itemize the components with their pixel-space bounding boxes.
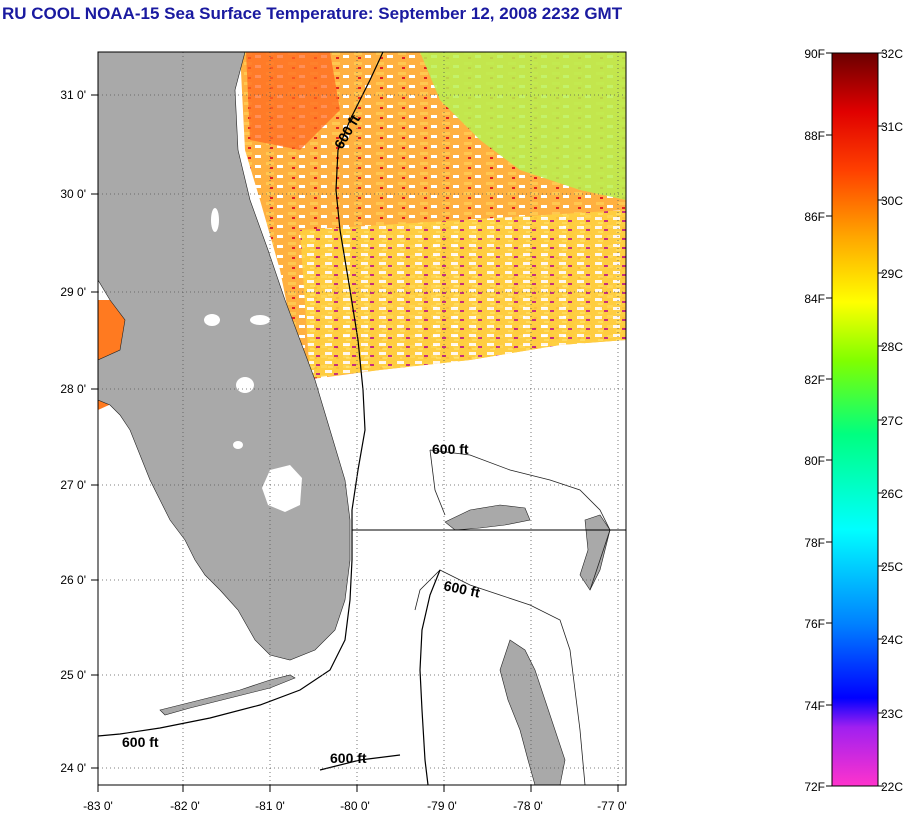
sst-red-region — [246, 52, 340, 150]
colorbar-f-label: 88F — [804, 129, 825, 143]
little-bahama-bank — [429, 449, 611, 591]
lat-tick-labels: 31 0' 30 0' 29 0' 28 0' 27 0' 26 0' 25 0… — [60, 88, 86, 775]
lon-tick-label: -80 0' — [340, 799, 370, 813]
lat-tick-label: 26 0' — [60, 573, 86, 587]
colorbar-ticks — [826, 52, 884, 787]
lon-tick-label: -81 0' — [255, 799, 285, 813]
contour-label-4: 600 ft — [122, 734, 159, 750]
colorbar — [831, 52, 879, 787]
axis-ticks — [91, 94, 619, 792]
contour-label-5: 600 ft — [330, 750, 367, 766]
sst-green-region — [420, 52, 626, 200]
lake-okeechobee — [262, 465, 302, 512]
colorbar-f-label: 78F — [804, 536, 825, 550]
lat-tick-label: 31 0' — [60, 88, 86, 102]
colorbar-c-label: 32C — [881, 47, 903, 61]
isobath-600ft-south — [319, 754, 401, 771]
lon-tick-label: -83 0' — [83, 799, 113, 813]
abaco — [579, 514, 611, 591]
colorbar-c-label: 28C — [881, 340, 903, 354]
colorbar-c-label: 25C — [881, 560, 903, 574]
colorbar-c-label: 29C — [881, 267, 903, 281]
colorbar-f-label: 76F — [804, 617, 825, 631]
graticule — [98, 52, 626, 785]
colorbar-f-label: 72F — [804, 780, 825, 794]
colorbar-c-label: 23C — [881, 707, 903, 721]
colorbar-c-label: 30C — [881, 194, 903, 208]
isobath-600ft-bahamas-east — [419, 569, 441, 785]
isobath-600ft-atlantic — [98, 52, 384, 737]
lat-tick-label: 30 0' — [60, 187, 86, 201]
colorbar-f-labels: 90F 88F 86F 84F 82F 80F 78F 76F 74F 72F — [804, 47, 825, 794]
interior-lakes — [204, 208, 270, 449]
florida-keys — [159, 674, 296, 716]
great-bahama-bank — [414, 569, 586, 785]
map-frame — [97, 51, 627, 786]
lon-tick-label: -79 0' — [427, 799, 457, 813]
colorbar-c-label: 26C — [881, 487, 903, 501]
map-title: RU COOL NOAA-15 Sea Surface Temperature:… — [2, 4, 623, 23]
colorbar-c-label: 31C — [881, 120, 903, 134]
lat-tick-label: 24 0' — [60, 761, 86, 775]
contour-label-2: 600 ft — [432, 441, 469, 457]
grand-bahama — [444, 504, 531, 531]
colorbar-f-label: 74F — [804, 699, 825, 713]
lon-tick-label: -78 0' — [513, 799, 543, 813]
colorbar-c-label: 22C — [881, 780, 903, 794]
contour-label-3: 600 ft — [442, 577, 481, 600]
lat-tick-label: 28 0' — [60, 382, 86, 396]
colorbar-f-label: 90F — [804, 47, 825, 61]
lat-tick-label: 25 0' — [60, 668, 86, 682]
andros-island — [499, 639, 566, 785]
colorbar-c-labels: 32C 31C 30C 29C 28C 27C 26C 25C 24C 23C … — [881, 47, 903, 794]
lon-tick-labels: -83 0' -82 0' -81 0' -80 0' -79 0' -78 0… — [83, 799, 627, 813]
colorbar-f-label: 80F — [804, 454, 825, 468]
colorbar-f-label: 86F — [804, 210, 825, 224]
lon-tick-label: -82 0' — [170, 799, 200, 813]
lat-tick-label: 29 0' — [60, 285, 86, 299]
lon-tick-label: -77 0' — [597, 799, 627, 813]
colorbar-c-label: 24C — [881, 633, 903, 647]
sst-lower-band — [300, 210, 626, 378]
colorbar-f-label: 82F — [804, 373, 825, 387]
colorbar-f-label: 84F — [804, 292, 825, 306]
colorbar-c-label: 27C — [881, 414, 903, 428]
lat-tick-label: 27 0' — [60, 478, 86, 492]
